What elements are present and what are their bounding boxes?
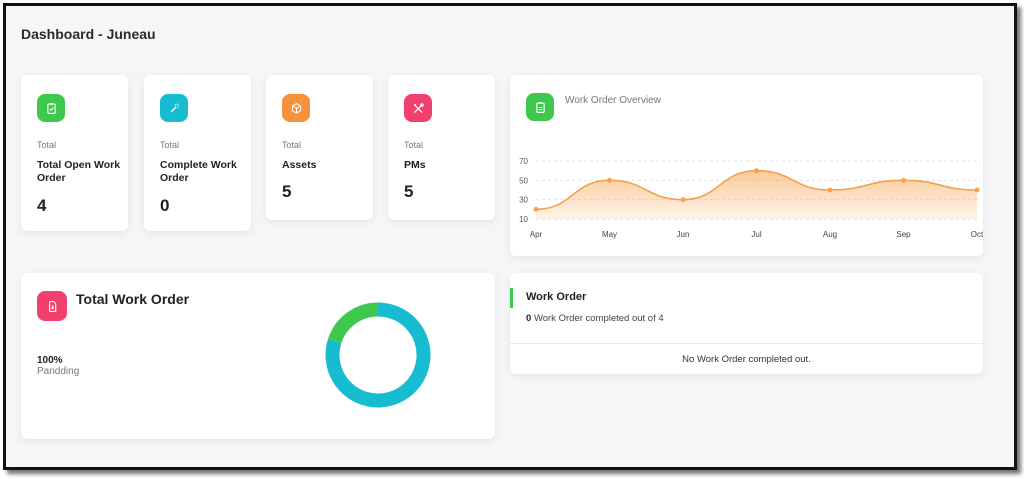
total-work-order-donut — [325, 302, 431, 408]
y-tick-label: 30 — [519, 196, 528, 205]
stat-total-label: Total — [282, 140, 302, 150]
x-tick-label: May — [602, 230, 617, 239]
work-order-panel: Work Order 0 Work Order completed out of… — [510, 273, 983, 374]
cube-icon — [282, 94, 310, 122]
x-tick-label: Jun — [677, 230, 690, 239]
clipboard-icon — [526, 93, 554, 121]
stat-value: 0 — [160, 196, 170, 215]
stat-card-pms[interactable]: Total PMs 5 — [388, 75, 495, 220]
x-tick-label: Oct — [971, 230, 983, 239]
work-order-overview-chart: 70 50 30 10 Apr May Jun Jul Aug Sep Oct — [519, 157, 983, 239]
total-work-order-title: Total Work Order — [76, 291, 190, 307]
accent-bar — [510, 288, 513, 308]
stat-total-label: Total — [404, 140, 424, 150]
data-point[interactable] — [754, 168, 759, 174]
total-work-order-card: Total Work Order 100% Pandding — [21, 273, 495, 439]
data-point[interactable] — [607, 177, 612, 183]
tools-icon — [404, 94, 432, 122]
stat-card-complete-work-order[interactable]: Total Complete Work Order 0 — [144, 75, 251, 231]
stat-name: Complete Work Order — [160, 159, 237, 184]
overview-chart-title: Work Order Overview — [565, 95, 661, 106]
empty-message: No Work Order completed out. — [682, 354, 811, 365]
stat-name: Total Open Work Order — [37, 159, 121, 184]
work-order-title: Work Order — [526, 291, 587, 303]
work-order-desc: 0 Work Order completed out of 4 — [526, 313, 664, 324]
stat-total-label: Total — [160, 140, 180, 150]
donut-slice[interactable] — [325, 302, 431, 408]
document-icon — [37, 291, 67, 321]
stat-total-label: Total — [37, 140, 57, 150]
y-tick-label: 50 — [519, 176, 528, 185]
percent-label: Pandding — [37, 366, 80, 377]
divider — [510, 343, 983, 344]
stat-value: 5 — [282, 182, 292, 201]
stat-name: Assets — [282, 159, 317, 171]
work-order-overview-card: Work Order Overview 70 50 30 10 Apr May Jun Ju… — [510, 75, 983, 256]
completed-text: Work Order completed out of 4 — [533, 313, 664, 324]
app-frame: Dashboard - Juneau Total Total Open Work… — [3, 3, 1017, 470]
x-tick-label: Jul — [751, 230, 761, 239]
percent-value: 100% — [37, 355, 63, 366]
data-point[interactable] — [533, 206, 539, 212]
area-fill — [536, 170, 977, 219]
data-point[interactable] — [827, 187, 833, 193]
stat-card-assets[interactable]: Total Assets 5 — [266, 75, 373, 220]
completed-count: 0 — [526, 313, 532, 324]
stat-card-open-work-order[interactable]: Total Total Open Work Order 4 — [21, 75, 128, 231]
x-tick-label: Apr — [530, 230, 543, 239]
y-tick-label: 70 — [519, 157, 528, 166]
y-tick-label: 10 — [519, 215, 528, 224]
x-tick-label: Sep — [896, 230, 911, 239]
page-title: Dashboard - Juneau — [21, 26, 156, 42]
magic-wand-icon — [160, 94, 188, 122]
data-point[interactable] — [974, 187, 980, 193]
data-point[interactable] — [680, 197, 686, 203]
x-tick-label: Aug — [823, 230, 837, 239]
stat-value: 4 — [37, 196, 47, 215]
stat-value: 5 — [404, 182, 414, 201]
donut-slice[interactable] — [328, 302, 379, 344]
data-point[interactable] — [901, 177, 906, 183]
clipboard-check-icon — [37, 94, 65, 122]
stat-name: PMs — [404, 159, 426, 171]
